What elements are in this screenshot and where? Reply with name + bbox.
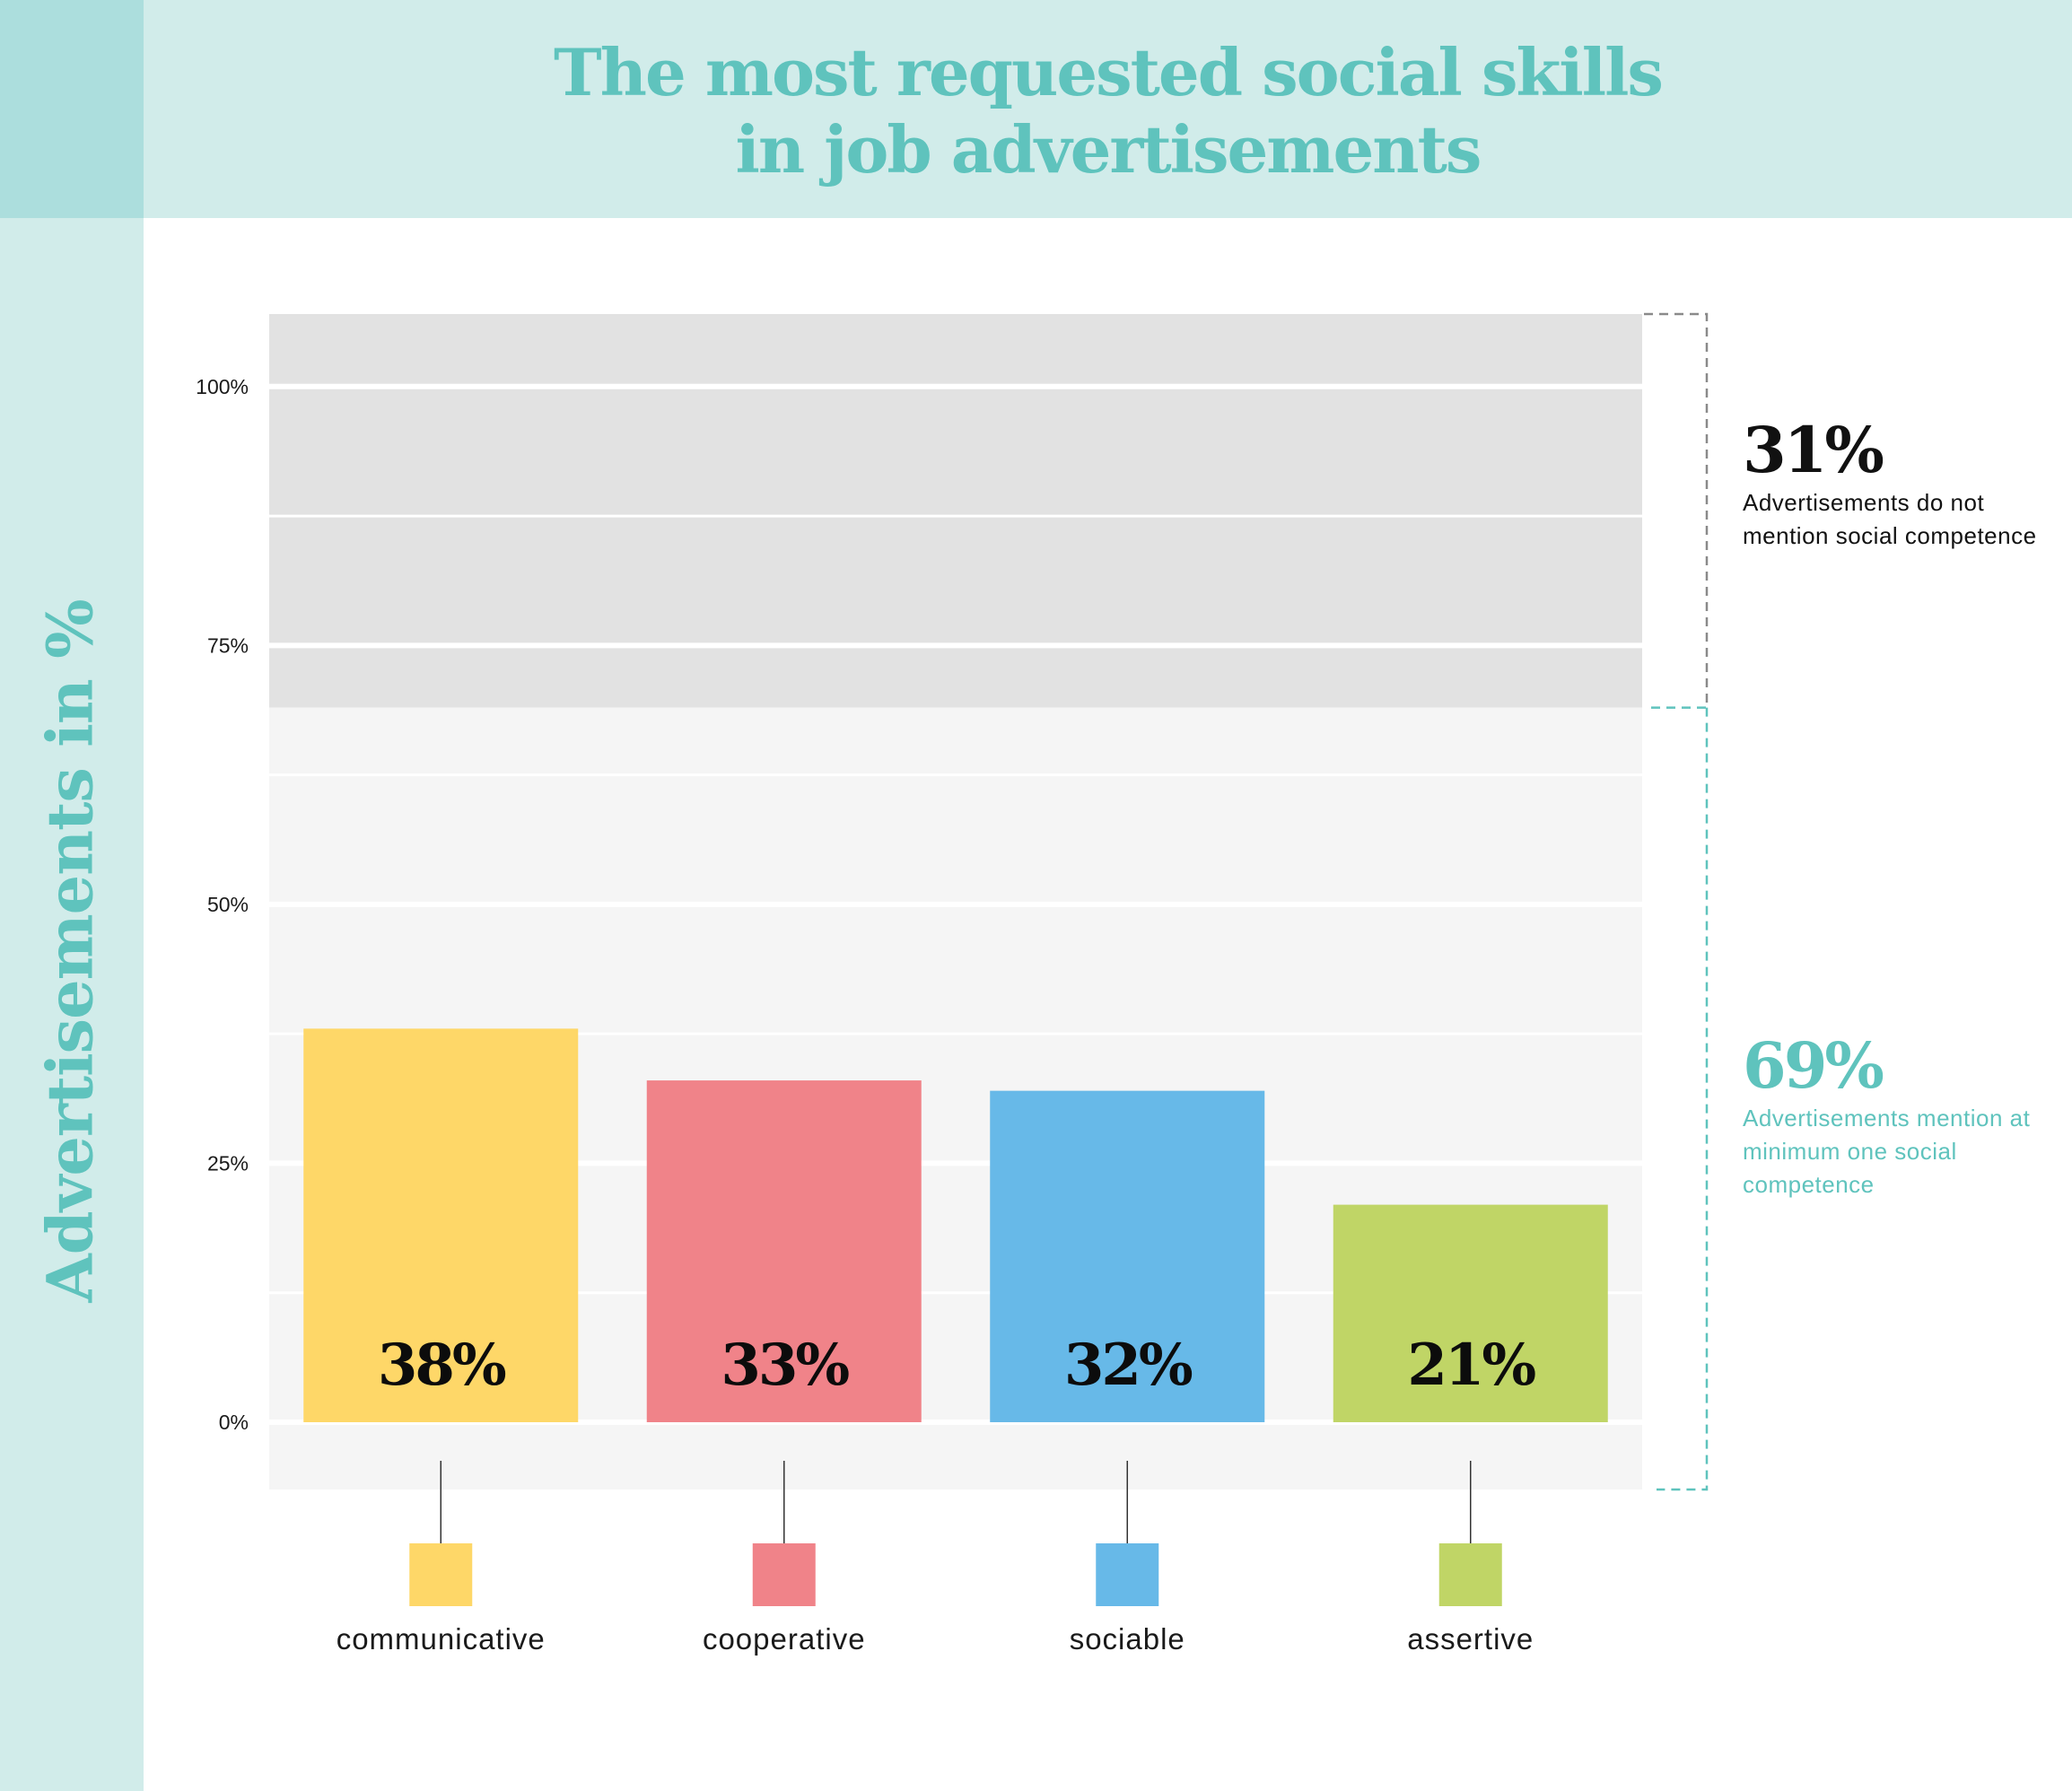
bar-cooperative (646, 1080, 922, 1422)
y-tick-label: 50% (207, 893, 249, 916)
header-banner: The most requested social skills in job … (144, 0, 2072, 218)
bar-value-label: 38% (378, 1332, 506, 1399)
bar-communicative (303, 1028, 579, 1422)
annotation-mention-text: Advertisements mention at minimum one so… (1743, 1105, 2031, 1198)
legend-swatch-assertive (1438, 1543, 1502, 1606)
annotation-not-mention-value: 31% (1743, 413, 1884, 487)
annotation-mention: 69% Advertisements mention at minimum on… (1743, 1030, 2039, 1201)
legend-swatch-cooperative (752, 1543, 816, 1606)
y-tick-label: 75% (207, 633, 249, 657)
bar-sociable (990, 1090, 1265, 1422)
annotation-not-mention-text: Advertisements do not mention social com… (1743, 489, 2037, 549)
category-label-cooperative: cooperative (703, 1622, 866, 1656)
bracket-not-mention (1644, 312, 1709, 708)
chart-title-line1: The most requested social skills (554, 34, 1664, 110)
bar-value-label: 32% (1064, 1332, 1193, 1399)
annotation-mention-value: 69% (1743, 1028, 1884, 1103)
bracket-mention (1657, 707, 1709, 1491)
annotation-not-mention: 31% Advertisements do not mention social… (1743, 415, 2039, 553)
legend-swatch-sociable (1096, 1543, 1159, 1606)
bar-value-label: 21% (1407, 1332, 1535, 1399)
y-tick-label: 25% (207, 1151, 249, 1175)
y-tick-label: 0% (219, 1411, 249, 1434)
left-sidebar (0, 218, 144, 1791)
legend-swatch-communicative (409, 1543, 473, 1606)
category-label-assertive: assertive (1407, 1622, 1534, 1656)
category-label-sociable: sociable (1070, 1622, 1185, 1656)
chart-title: The most requested social skills in job … (144, 34, 2072, 188)
y-tick-label: 100% (196, 375, 249, 398)
chart-title-line2: in job advertisements (735, 111, 1482, 188)
bar-value-label: 33% (721, 1332, 849, 1399)
header-corner (0, 0, 144, 218)
not-mention-band (269, 314, 1642, 708)
category-label-communicative: communicative (337, 1622, 546, 1656)
bar-assertive (1333, 1204, 1608, 1422)
